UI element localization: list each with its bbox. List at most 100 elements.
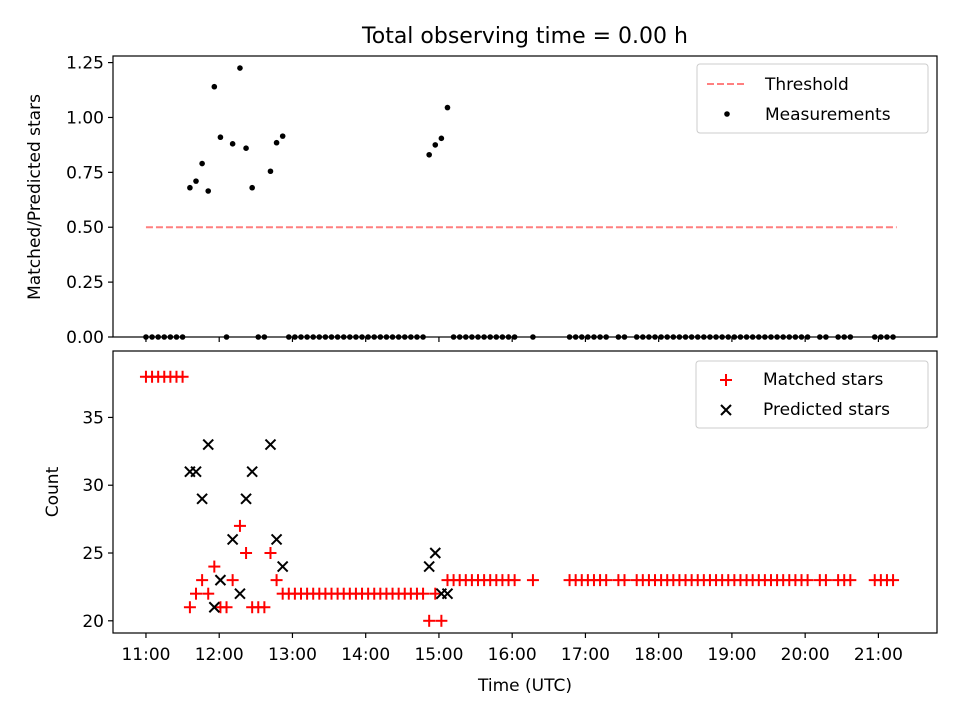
chart-title: Total observing time = 0.00 h [361, 24, 688, 49]
predicted-star-point [214, 574, 227, 586]
matched-star-point [270, 574, 283, 587]
top-y-tick-label: 0.50 [66, 218, 104, 238]
bottom-x-tick-label: 21:00 [854, 645, 903, 665]
bottom-y-tick-label: 35 [82, 408, 104, 428]
bottom-y-tick-label: 25 [82, 544, 104, 564]
top-y-tick-label: 0.25 [66, 273, 104, 293]
predicted-star-point [264, 438, 277, 451]
bottom-y-axis-label: Count [43, 466, 63, 517]
matched-star-point [220, 601, 233, 614]
bottom-plot-area [139, 370, 900, 627]
matched-star-point [526, 574, 539, 587]
top-y-axis-label: Matched/Predicted stars [25, 94, 45, 300]
matched-star-point [417, 587, 430, 600]
legend-measurements-label: Measurements [765, 105, 891, 125]
matched-star-point [240, 547, 253, 560]
bottom-x-tick-label: 18:00 [634, 645, 683, 665]
measurement-point [199, 160, 205, 167]
predicted-star-point [208, 601, 221, 613]
matched-star-point [801, 574, 814, 587]
measurement-point [229, 141, 236, 147]
top-axes-frame [112, 55, 938, 338]
top-y-tick-label: 0.75 [66, 163, 104, 183]
x-axis-label: Time (UTC) [477, 676, 572, 696]
measurement-point [267, 168, 274, 175]
matched-star-point [508, 574, 521, 587]
matched-star-point [600, 574, 613, 587]
measurement-point [243, 145, 249, 152]
matched-star-point [226, 574, 239, 587]
predicted-star-point [202, 438, 214, 451]
predicted-star-point [441, 587, 454, 600]
measurement-point [279, 133, 286, 139]
measurement-point [426, 151, 432, 158]
top-legend: Threshold Measurements [696, 63, 929, 134]
matched-star-point [887, 574, 900, 587]
predicted-star-point [196, 493, 208, 505]
matched-star-point [264, 547, 277, 560]
matched-star-point [208, 560, 221, 573]
bottom-y-ticks: 20 25 30 35 [82, 408, 113, 632]
bottom-x-tick-label: 13:00 [268, 645, 317, 665]
matched-star-point [258, 601, 271, 614]
measurement-point [273, 139, 280, 146]
matched-star-point [196, 574, 209, 587]
bottom-x-tick-label: 16:00 [488, 645, 537, 665]
measurement-point [438, 135, 445, 142]
legend-matched-label: Matched stars [763, 370, 883, 390]
bottom-y-tick-label: 30 [82, 476, 104, 496]
bottom-x-ticks: 11:00 12:00 13:00 14:00 15:00 16:00 17:00 18:00… [121, 633, 903, 665]
bottom-legend: Matched stars Predicted stars [695, 360, 929, 429]
predicted-star-point [423, 560, 435, 573]
measurement-point [217, 134, 224, 141]
bottom-x-tick-label: 11:00 [121, 645, 170, 665]
bottom-x-tick-label: 17:00 [561, 645, 610, 665]
top-y-tick-label: 1.00 [66, 108, 104, 128]
predicted-star-point [270, 533, 283, 546]
measurement-point [237, 65, 243, 71]
legend-predicted-label: Predicted stars [763, 400, 890, 420]
bottom-x-tick-label: 12:00 [195, 645, 244, 665]
legend-matched-swatch [720, 374, 732, 386]
legend-threshold-label: Threshold [764, 75, 849, 95]
top-panel: Total observing time = 0.00 h Matched/Pr… [25, 24, 938, 348]
matched-star-point [844, 574, 857, 587]
matched-star-point [233, 519, 246, 532]
bottom-x-tick-label: 14:00 [341, 645, 390, 665]
measurement-point [432, 142, 439, 148]
bottom-legend-box [695, 360, 929, 429]
measurement-point [444, 104, 451, 111]
top-y-tick-label: 0.00 [66, 328, 104, 348]
matched-star-point [423, 614, 436, 627]
top-y-tick-label: 1.25 [66, 54, 104, 74]
bottom-x-tick-label: 20:00 [781, 645, 830, 665]
bottom-y-tick-label: 20 [82, 612, 104, 632]
matched-star-point [435, 614, 448, 627]
measurement-point [205, 188, 212, 194]
matched-star-point [429, 587, 442, 600]
bottom-x-tick-label: 15:00 [414, 645, 463, 665]
top-y-ticks: 0.00 0.25 0.50 0.75 1.00 1.25 [66, 54, 113, 348]
measurement-point [249, 184, 255, 191]
legend-predicted-swatch [720, 404, 732, 416]
matched-star-point [183, 601, 196, 614]
measurement-point [187, 184, 193, 191]
legend-measurements-swatch [724, 111, 730, 117]
matched-star-point [176, 370, 189, 383]
predicted-star-point [226, 533, 239, 546]
predicted-star-point [246, 465, 258, 478]
predicted-star-point [240, 493, 252, 505]
matched-star-point [819, 574, 832, 587]
bottom-x-tick-label: 19:00 [707, 645, 756, 665]
predicted-star-point [429, 547, 441, 559]
predicted-star-point [190, 465, 202, 478]
predicted-star-point [234, 587, 246, 600]
matched-star-point [618, 574, 631, 587]
matched-star-point [202, 587, 215, 600]
measurement-point [211, 83, 218, 90]
bottom-panel: Count Time (UTC) 20 25 30 35 11:00 12:00 13:0… [43, 350, 938, 696]
top-legend-box [696, 63, 929, 134]
measurement-point [193, 178, 199, 184]
matched-star-point [190, 587, 203, 600]
